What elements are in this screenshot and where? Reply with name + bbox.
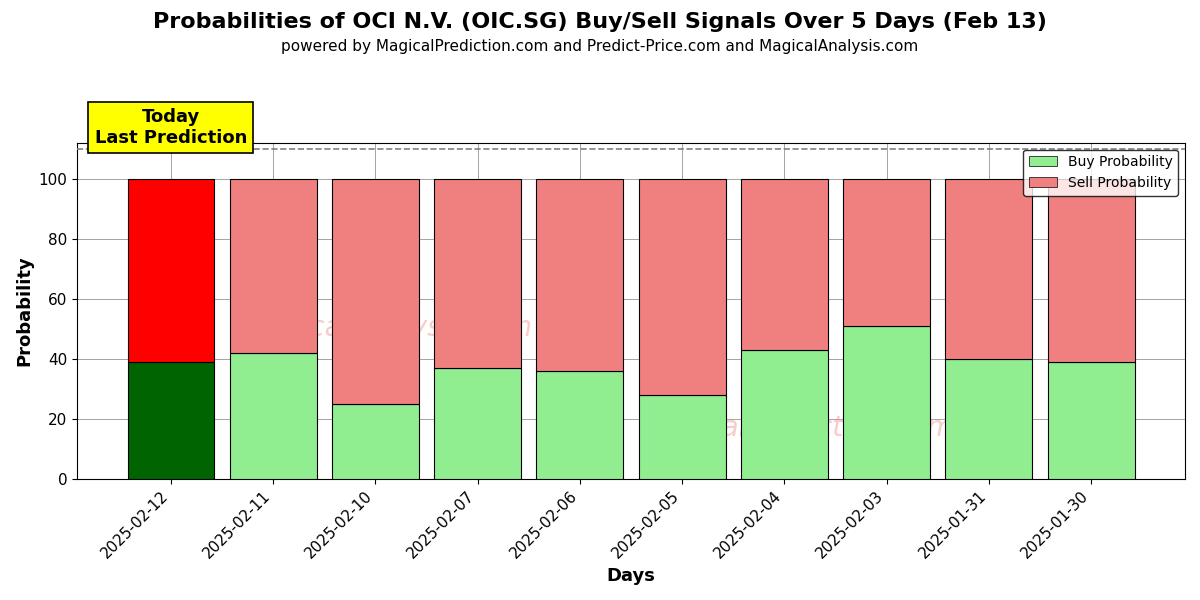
Bar: [536, 179, 624, 371]
Bar: [536, 371, 624, 479]
Y-axis label: Probability: Probability: [14, 256, 32, 366]
Bar: [1048, 179, 1135, 362]
Bar: [229, 353, 317, 479]
Bar: [332, 404, 419, 479]
Bar: [127, 362, 215, 479]
Bar: [946, 359, 1032, 479]
Bar: [740, 350, 828, 479]
Bar: [844, 179, 930, 326]
Bar: [638, 395, 726, 479]
Bar: [434, 368, 521, 479]
Bar: [229, 179, 317, 353]
Text: powered by MagicalPrediction.com and Predict-Price.com and MagicalAnalysis.com: powered by MagicalPrediction.com and Pre…: [281, 39, 919, 54]
Bar: [1048, 362, 1135, 479]
Bar: [946, 179, 1032, 359]
Bar: [127, 179, 215, 362]
Bar: [332, 179, 419, 404]
Bar: [844, 326, 930, 479]
Bar: [638, 179, 726, 395]
Text: MagicalAnalysis.com: MagicalAnalysis.com: [242, 314, 532, 341]
Text: Today
Last Prediction: Today Last Prediction: [95, 109, 247, 147]
X-axis label: Days: Days: [607, 567, 655, 585]
Text: MagicalPrediction.com: MagicalPrediction.com: [641, 415, 954, 442]
Bar: [740, 179, 828, 350]
Bar: [434, 179, 521, 368]
Text: Probabilities of OCI N.V. (OIC.SG) Buy/Sell Signals Over 5 Days (Feb 13): Probabilities of OCI N.V. (OIC.SG) Buy/S…: [154, 12, 1046, 32]
Legend: Buy Probability, Sell Probability: Buy Probability, Sell Probability: [1024, 149, 1178, 196]
